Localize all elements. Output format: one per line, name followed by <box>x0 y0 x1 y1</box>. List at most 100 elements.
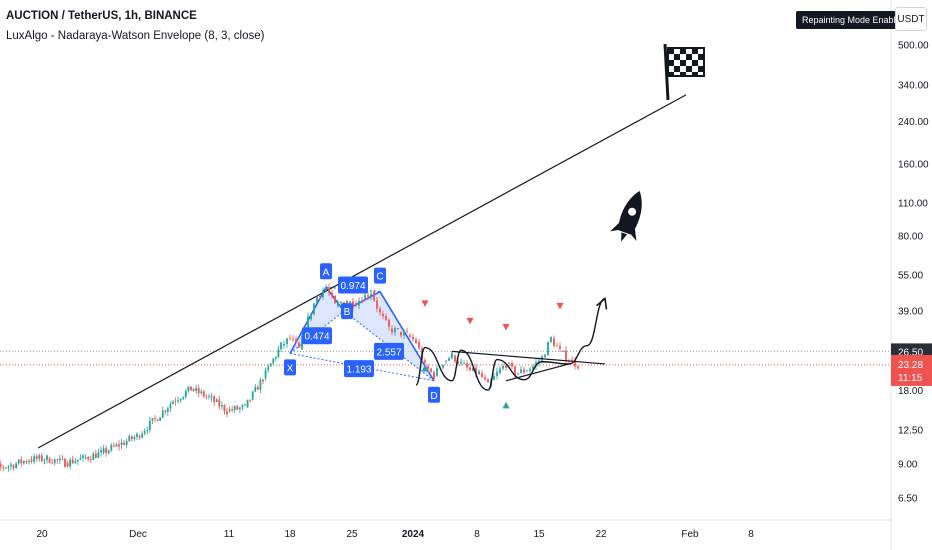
candle-body <box>316 296 318 304</box>
flag-square <box>692 48 698 54</box>
candle-body <box>92 453 95 460</box>
candle-body <box>544 354 546 358</box>
flag-square <box>686 54 692 60</box>
candle-body <box>511 363 513 367</box>
candle-body <box>400 331 402 336</box>
candle-body <box>529 368 531 371</box>
y-tick-label[interactable]: 39.00 <box>898 307 923 318</box>
current-price-value: 23.28 <box>898 360 923 371</box>
candle-body <box>571 359 573 361</box>
symbol-title[interactable]: AUCTION / TetherUS, 1h, BINANCE <box>6 10 197 22</box>
y-tick-label[interactable]: 160.00 <box>898 159 929 170</box>
flag-square <box>668 60 674 66</box>
candle-body <box>382 313 384 317</box>
candle-body <box>259 379 262 390</box>
candle-body <box>107 450 110 453</box>
candle-body <box>20 459 23 464</box>
x-tick-label[interactable]: 8 <box>748 529 754 540</box>
candle-body <box>12 465 15 469</box>
candle-body <box>469 367 471 371</box>
x-tick-label[interactable]: 2024 <box>402 529 425 540</box>
candle-body <box>340 302 342 303</box>
y-tick-label[interactable]: 340.00 <box>898 81 929 92</box>
y-tick-label[interactable]: 9.00 <box>898 460 918 471</box>
repainting-mode-badge: Repainting Mode Enabled <box>796 11 912 29</box>
candle-body <box>484 377 486 380</box>
candle-body <box>249 399 252 401</box>
currency-button[interactable]: USDT <box>895 7 927 31</box>
sell-signal-marker <box>466 317 474 325</box>
y-tick-label[interactable]: 55.00 <box>898 271 923 282</box>
candle-body <box>502 365 504 369</box>
x-tick-label[interactable]: 15 <box>533 529 545 540</box>
candle-body <box>236 406 239 410</box>
harmonic-point-badge <box>320 263 332 280</box>
candle-body <box>448 358 450 361</box>
x-tick-label[interactable]: 20 <box>36 529 48 540</box>
candle-body <box>262 379 264 382</box>
harmonic-point-label: A <box>323 267 330 278</box>
y-tick-label[interactable]: 240.00 <box>898 117 929 128</box>
candle-body <box>46 455 48 460</box>
candle-body <box>197 387 200 394</box>
flag-square <box>674 66 680 72</box>
flag-square <box>668 48 674 54</box>
candle-body <box>373 291 375 301</box>
candle-body <box>550 337 552 343</box>
sell-signal-marker <box>421 300 429 307</box>
candle-body <box>228 409 231 411</box>
candle-body <box>367 295 369 297</box>
x-tick-label[interactable]: Feb <box>681 529 699 540</box>
candle-body <box>10 464 12 467</box>
candle-body <box>361 300 363 303</box>
x-tick-label[interactable]: 22 <box>595 529 607 540</box>
candle-body <box>565 350 567 361</box>
candle-body <box>64 458 66 468</box>
candle-body <box>146 430 149 432</box>
candle-body <box>112 445 115 447</box>
sell-signal-marker <box>502 323 510 331</box>
candle-body <box>220 405 223 407</box>
candle-body <box>267 366 270 370</box>
candle-body <box>310 314 312 320</box>
flag-square <box>692 72 698 76</box>
candle-body <box>128 436 131 442</box>
y-tick-label[interactable]: 6.50 <box>898 494 918 505</box>
flag-square <box>674 54 680 60</box>
candle-body <box>574 359 576 367</box>
candle-body <box>487 379 489 383</box>
y-tick-label[interactable]: 110.00 <box>898 198 928 209</box>
candle-body <box>508 363 510 364</box>
candle-body <box>177 400 180 402</box>
candle-body <box>0 464 2 467</box>
y-tick-label[interactable]: 12.50 <box>898 425 923 436</box>
flag-square <box>680 48 686 54</box>
ascending-trendline <box>37 94 687 449</box>
y-tick-label[interactable]: 500.00 <box>898 41 929 52</box>
candle-body <box>415 339 417 343</box>
flag-square <box>698 66 704 72</box>
candle-body <box>520 369 522 373</box>
x-tick-label[interactable]: 11 <box>224 529 235 540</box>
candle-body <box>535 362 537 367</box>
candle-body <box>164 410 167 412</box>
candle-body <box>4 467 7 469</box>
candle-body <box>141 433 144 438</box>
y-tick-label[interactable]: 80.00 <box>898 232 923 243</box>
candle-body <box>118 444 120 447</box>
candle-body <box>79 457 82 460</box>
candle-body <box>61 458 64 460</box>
candle-body <box>514 366 516 376</box>
x-tick-label[interactable]: 18 <box>284 529 296 540</box>
indicator-label[interactable]: LuxAlgo - Nadaraya-Watson Envelope (8, 3… <box>6 30 265 42</box>
x-tick-label[interactable]: Dec <box>129 529 147 540</box>
x-tick-label[interactable]: 25 <box>346 529 358 540</box>
flag-pole <box>663 43 670 101</box>
harmonic-ratio-label: 1.193 <box>346 365 371 376</box>
candle-body <box>394 328 396 333</box>
x-tick-label[interactable]: 8 <box>474 529 480 540</box>
candle-body <box>174 400 177 402</box>
candle-body <box>337 302 339 306</box>
flag-square <box>668 72 674 76</box>
